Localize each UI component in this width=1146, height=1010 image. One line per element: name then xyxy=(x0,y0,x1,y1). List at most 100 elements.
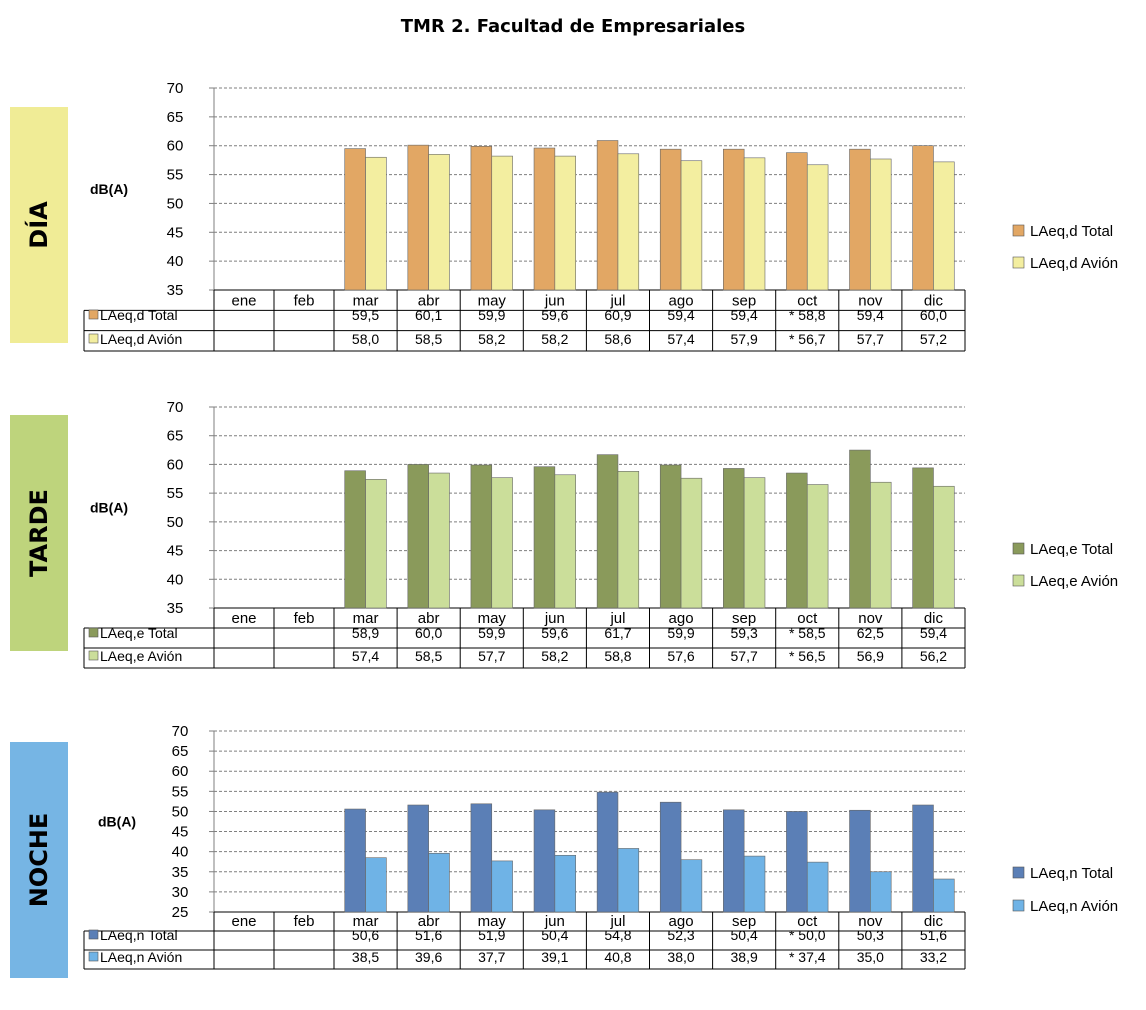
category-label: ene xyxy=(231,292,256,309)
bar xyxy=(912,467,934,609)
row-swatch xyxy=(88,929,99,940)
row-swatch xyxy=(88,951,99,962)
data-label: 57,2 xyxy=(920,331,947,347)
bar xyxy=(786,811,808,913)
data-label: 57,7 xyxy=(857,331,884,347)
category-label: ene xyxy=(231,610,256,627)
y-tick-label: 35 xyxy=(172,864,189,881)
bar xyxy=(596,454,619,609)
bar xyxy=(849,148,871,291)
category-label: may xyxy=(478,913,507,930)
data-label: 59,5 xyxy=(352,307,379,323)
y-tick-label: 35 xyxy=(167,600,184,617)
bar xyxy=(870,871,892,913)
bar xyxy=(428,472,450,609)
data-label: 58,5 xyxy=(415,331,442,347)
data-label: 39,1 xyxy=(541,949,568,965)
bar xyxy=(680,859,703,913)
bar xyxy=(806,484,829,609)
bar xyxy=(554,155,576,291)
bar xyxy=(365,857,387,913)
data-label: 58,8 xyxy=(604,648,631,664)
category-label: sep xyxy=(732,292,756,309)
legend-label: LAeq,e Total xyxy=(1030,541,1113,558)
band-noche: NOCHE xyxy=(10,742,68,978)
y-tick-label: 45 xyxy=(167,224,184,241)
bar xyxy=(786,472,808,609)
row-header: LAeq,e Total xyxy=(100,625,178,641)
category-label: nov xyxy=(858,292,883,309)
bar xyxy=(659,801,682,913)
category-label: abr xyxy=(418,610,440,627)
bar xyxy=(491,860,513,913)
bar xyxy=(407,144,429,291)
y-tick-label: 55 xyxy=(167,485,184,502)
data-label: 59,4 xyxy=(731,307,758,323)
data-label: 50,3 xyxy=(857,927,884,943)
data-label: * 56,5 xyxy=(789,648,826,664)
y-tick-label: 40 xyxy=(167,253,184,270)
bar xyxy=(680,160,703,291)
data-label: 59,6 xyxy=(541,307,568,323)
data-label: 38,5 xyxy=(352,949,379,965)
data-label: 61,7 xyxy=(604,625,631,641)
bar xyxy=(344,808,366,913)
bar xyxy=(933,161,955,291)
bar xyxy=(659,464,682,609)
bar xyxy=(933,878,955,913)
y-tick-label: 70 xyxy=(167,80,184,97)
bar xyxy=(533,466,556,609)
legend-swatch xyxy=(1012,866,1025,879)
bar xyxy=(344,148,366,291)
category-label: may xyxy=(478,610,507,627)
row-header: LAeq,e Avión xyxy=(100,648,182,664)
data-label: 59,6 xyxy=(541,625,568,641)
y-tick-label: 45 xyxy=(167,543,184,560)
y-tick-label: 65 xyxy=(172,743,189,760)
category-label: ene xyxy=(231,913,256,930)
category-label: dic xyxy=(924,610,944,627)
y-tick-label: 65 xyxy=(167,428,184,445)
bar xyxy=(743,157,766,291)
data-label: 58,0 xyxy=(352,331,379,347)
bar xyxy=(365,479,387,609)
bar xyxy=(849,809,871,913)
category-label: jun xyxy=(544,610,565,627)
bar xyxy=(470,145,493,291)
bar xyxy=(365,156,387,291)
y-tick-label: 40 xyxy=(167,571,184,588)
bar xyxy=(849,449,871,609)
data-label: 58,2 xyxy=(478,331,505,347)
category-label: dic xyxy=(924,913,944,930)
y-tick-label: 65 xyxy=(167,109,184,126)
category-label: mar xyxy=(353,913,379,930)
bar xyxy=(533,147,556,291)
data-label: 59,4 xyxy=(920,625,947,641)
data-label: 56,2 xyxy=(920,648,947,664)
band-tarde: TARDE xyxy=(10,415,68,651)
category-label: nov xyxy=(858,913,883,930)
y-tick-label: 50 xyxy=(167,514,184,531)
bar xyxy=(407,464,429,609)
bar xyxy=(470,464,493,609)
bar xyxy=(743,477,766,609)
y-tick-label: 45 xyxy=(172,824,189,841)
bar xyxy=(723,148,745,291)
bar xyxy=(723,468,745,609)
y-tick-label: 40 xyxy=(172,844,189,861)
category-label: mar xyxy=(353,292,379,309)
data-label: 59,9 xyxy=(478,625,505,641)
y-axis-label: dB(A) xyxy=(90,181,128,197)
bar xyxy=(912,145,934,291)
data-label: 35,0 xyxy=(857,949,884,965)
bar xyxy=(659,148,682,291)
category-label: nov xyxy=(858,610,883,627)
category-label: feb xyxy=(294,610,315,627)
bar xyxy=(806,861,829,913)
data-label: 38,0 xyxy=(667,949,694,965)
bar xyxy=(617,848,640,913)
y-tick-label: 60 xyxy=(167,456,184,473)
data-label: 50,4 xyxy=(541,927,568,943)
data-label: 57,9 xyxy=(731,331,758,347)
data-label: 59,4 xyxy=(857,307,884,323)
